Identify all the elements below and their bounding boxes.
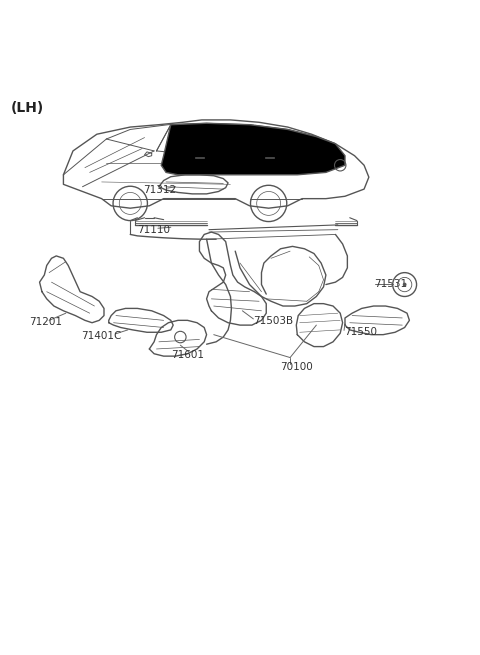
Polygon shape <box>161 123 345 175</box>
Text: 71110: 71110 <box>137 225 170 235</box>
Text: 71550: 71550 <box>344 328 377 337</box>
Text: 71601: 71601 <box>171 350 204 360</box>
Text: 71401C: 71401C <box>82 331 122 341</box>
Circle shape <box>403 283 407 286</box>
Text: 71312: 71312 <box>144 185 177 195</box>
Text: (LH): (LH) <box>11 101 44 115</box>
Text: 71503B: 71503B <box>253 316 293 326</box>
Text: 71201: 71201 <box>29 317 62 328</box>
Text: 70100: 70100 <box>281 362 313 371</box>
Text: 71531: 71531 <box>374 278 408 289</box>
